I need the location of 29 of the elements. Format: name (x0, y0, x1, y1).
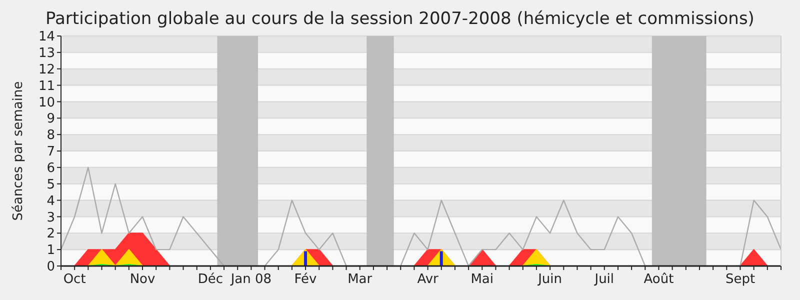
x-tick-label: Avr (417, 272, 440, 287)
y-tick-label: 6 (46, 160, 55, 176)
x-tick-label: Déc (198, 272, 224, 287)
x-tick-label: Nov (130, 272, 156, 287)
x-tick-label: Sept (725, 272, 756, 287)
x-tick-label: Fév (294, 272, 318, 287)
y-tick-label: 11 (38, 78, 55, 94)
x-tick-label: Juin (537, 272, 562, 287)
x-tick-label: Juil (594, 272, 614, 287)
x-tick-label: Oct (63, 272, 86, 287)
y-tick-label: 13 (38, 46, 55, 61)
y-tick-label: 1 (46, 243, 55, 258)
x-tick-label: Jan 08 (230, 272, 272, 287)
y-tick-label: 0 (46, 260, 55, 275)
y-tick-label: 14 (38, 30, 55, 45)
y-tick-label: 10 (38, 95, 55, 110)
y-tick-label: 12 (38, 62, 55, 78)
y-tick-label: 5 (46, 177, 55, 192)
y-tick-label: 3 (46, 210, 55, 226)
y-tick-label: 2 (46, 226, 55, 242)
x-tick-label: Mai (470, 272, 494, 287)
x-tick-label: Mar (348, 272, 373, 287)
y-axis-title: Séances par semaine (11, 81, 26, 221)
y-tick-label: 8 (46, 128, 55, 144)
chart-title: Participation globale au cours de la session 2007-2008 (hémicycle et commissions) (46, 9, 754, 29)
x-tick-label: Août (644, 272, 674, 287)
y-tick-label: 7 (46, 144, 55, 160)
y-tick-label: 9 (46, 112, 55, 127)
y-tick-label: 4 (46, 194, 55, 209)
